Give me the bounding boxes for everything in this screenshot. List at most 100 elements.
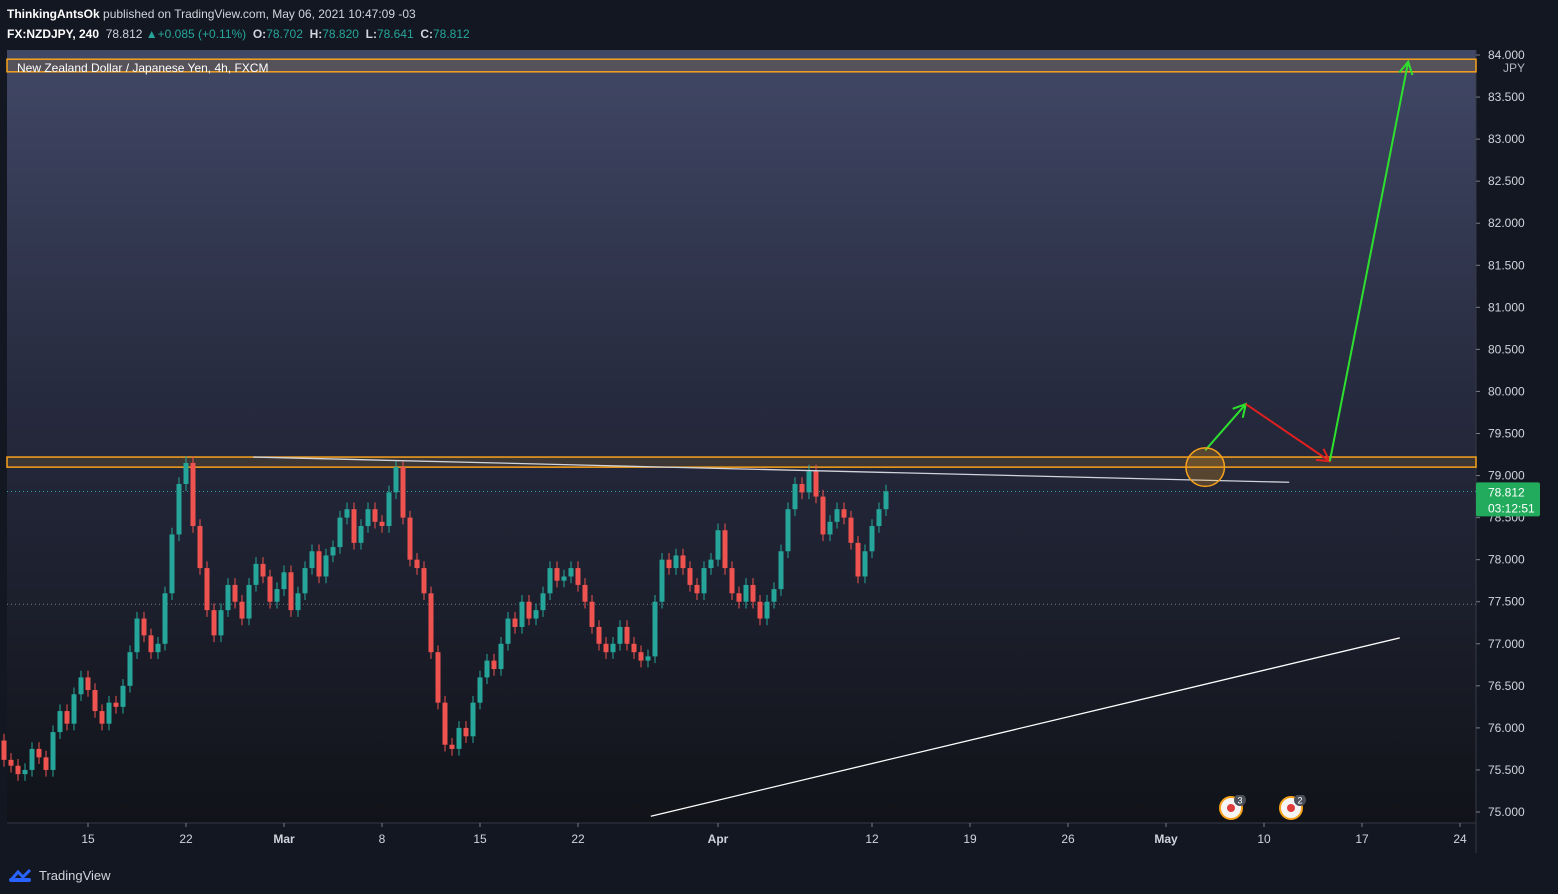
close-value: 78.812 bbox=[432, 27, 470, 41]
candle-body bbox=[708, 559, 714, 569]
arrowhead-icon bbox=[1398, 59, 1414, 76]
author-name[interactable]: ThinkingAntsOk bbox=[7, 7, 100, 21]
red-arrow[interactable] bbox=[1245, 403, 1331, 463]
candle-body bbox=[750, 584, 756, 602]
candle-body bbox=[421, 568, 427, 594]
symbol-label[interactable]: FX:NZDJPY, 240 bbox=[7, 27, 100, 41]
candle-body bbox=[624, 626, 630, 644]
candle-body bbox=[239, 601, 245, 619]
candle-body bbox=[645, 656, 651, 661]
price-axis-background bbox=[1476, 50, 1558, 853]
candle-body bbox=[358, 526, 364, 543]
x-tick-label: 24 bbox=[1453, 832, 1467, 846]
candle-body bbox=[274, 589, 280, 602]
candle-body bbox=[883, 491, 889, 510]
candle-body bbox=[470, 702, 476, 737]
y-tick-label: 76.500 bbox=[1488, 679, 1525, 693]
candle-body bbox=[855, 542, 861, 577]
candle-body bbox=[78, 677, 84, 695]
x-tick-label: 15 bbox=[473, 832, 487, 846]
y-tick-label: 84.000 bbox=[1488, 48, 1525, 62]
candle-body bbox=[295, 593, 301, 611]
candle-body bbox=[344, 509, 350, 518]
x-tick-label: 12 bbox=[865, 832, 879, 846]
y-tick-label: 79.500 bbox=[1488, 427, 1525, 441]
brand-name: TradingView bbox=[39, 867, 111, 883]
candle-body bbox=[92, 690, 98, 712]
plot-background bbox=[7, 50, 1476, 823]
candle-body bbox=[498, 643, 504, 670]
candle-body bbox=[463, 727, 469, 737]
candle-body bbox=[722, 530, 728, 569]
economic-event-badge[interactable]: 3 bbox=[1218, 794, 1246, 821]
low-label: L: bbox=[365, 27, 377, 41]
calendar-event-icon: 2 bbox=[1279, 794, 1306, 820]
candle-body bbox=[120, 685, 126, 707]
candle-body bbox=[351, 509, 357, 543]
tradingview-logo[interactable]: TradingView bbox=[8, 867, 111, 883]
y-tick-label: 76.000 bbox=[1488, 721, 1525, 735]
candle-body bbox=[687, 568, 693, 585]
calendar-event-icon: 3 bbox=[1219, 794, 1246, 820]
resistance-zone[interactable] bbox=[6, 456, 1477, 468]
candle-body bbox=[792, 483, 798, 510]
candle-body bbox=[400, 467, 406, 518]
candle-body bbox=[57, 711, 63, 733]
y-tick-label: 78.000 bbox=[1488, 553, 1525, 567]
y-tick-label: 79.000 bbox=[1488, 469, 1525, 483]
candle-body bbox=[617, 626, 623, 644]
candle-body bbox=[680, 555, 686, 569]
candle-body bbox=[337, 517, 343, 548]
candle-body bbox=[638, 652, 644, 661]
candle-body bbox=[659, 559, 665, 602]
candle-body bbox=[673, 555, 679, 569]
y-tick-label: 83.000 bbox=[1488, 132, 1525, 146]
candle-body bbox=[225, 584, 231, 611]
candle-body bbox=[582, 584, 588, 602]
candle-body bbox=[323, 555, 329, 577]
x-tick-label: 8 bbox=[379, 832, 386, 846]
x-tick-label: 10 bbox=[1257, 832, 1271, 846]
candle-body bbox=[232, 584, 238, 602]
candle-body bbox=[141, 618, 147, 636]
candle-body bbox=[568, 568, 574, 577]
resistance-zone[interactable] bbox=[6, 58, 1477, 73]
green-arrow[interactable] bbox=[1328, 61, 1410, 462]
open-value: 78.702 bbox=[266, 27, 303, 41]
candle-body bbox=[666, 559, 672, 569]
publish-text: published on TradingView.com, May 06, 20… bbox=[103, 7, 416, 21]
x-tick-label: May bbox=[1154, 832, 1178, 846]
currency-label: JPY bbox=[1503, 61, 1525, 75]
candle-body bbox=[302, 568, 308, 594]
candle-body bbox=[540, 593, 546, 611]
green-arrow[interactable] bbox=[1204, 403, 1247, 451]
economic-event-badge[interactable]: 2 bbox=[1278, 794, 1306, 821]
x-tick-label: Apr bbox=[708, 832, 729, 846]
candle-body bbox=[85, 677, 91, 691]
x-tick-label: 22 bbox=[571, 832, 585, 846]
y-tick-label: 80.000 bbox=[1488, 384, 1525, 398]
candle-body bbox=[372, 509, 378, 522]
highlight-circle[interactable] bbox=[1185, 447, 1226, 488]
candle-body bbox=[477, 677, 483, 703]
low-value: 78.641 bbox=[376, 27, 414, 41]
candle-body bbox=[743, 584, 749, 602]
trendline[interactable] bbox=[253, 456, 1290, 483]
candle-body bbox=[1, 740, 7, 760]
last-price: 78.812 bbox=[105, 27, 143, 41]
candle-body bbox=[267, 576, 273, 602]
candle-body bbox=[106, 702, 112, 724]
candle-body bbox=[575, 568, 581, 585]
candle-body bbox=[442, 702, 448, 745]
candle-body bbox=[162, 593, 168, 644]
candle-body bbox=[211, 610, 217, 636]
candle-body bbox=[806, 471, 812, 493]
candle-body bbox=[22, 769, 28, 775]
trendline[interactable] bbox=[650, 637, 1400, 817]
candle-body bbox=[505, 618, 511, 644]
candle-body bbox=[379, 521, 385, 527]
candle-body bbox=[36, 748, 42, 758]
candle-body bbox=[414, 559, 420, 569]
x-tick-label: 19 bbox=[963, 832, 977, 846]
